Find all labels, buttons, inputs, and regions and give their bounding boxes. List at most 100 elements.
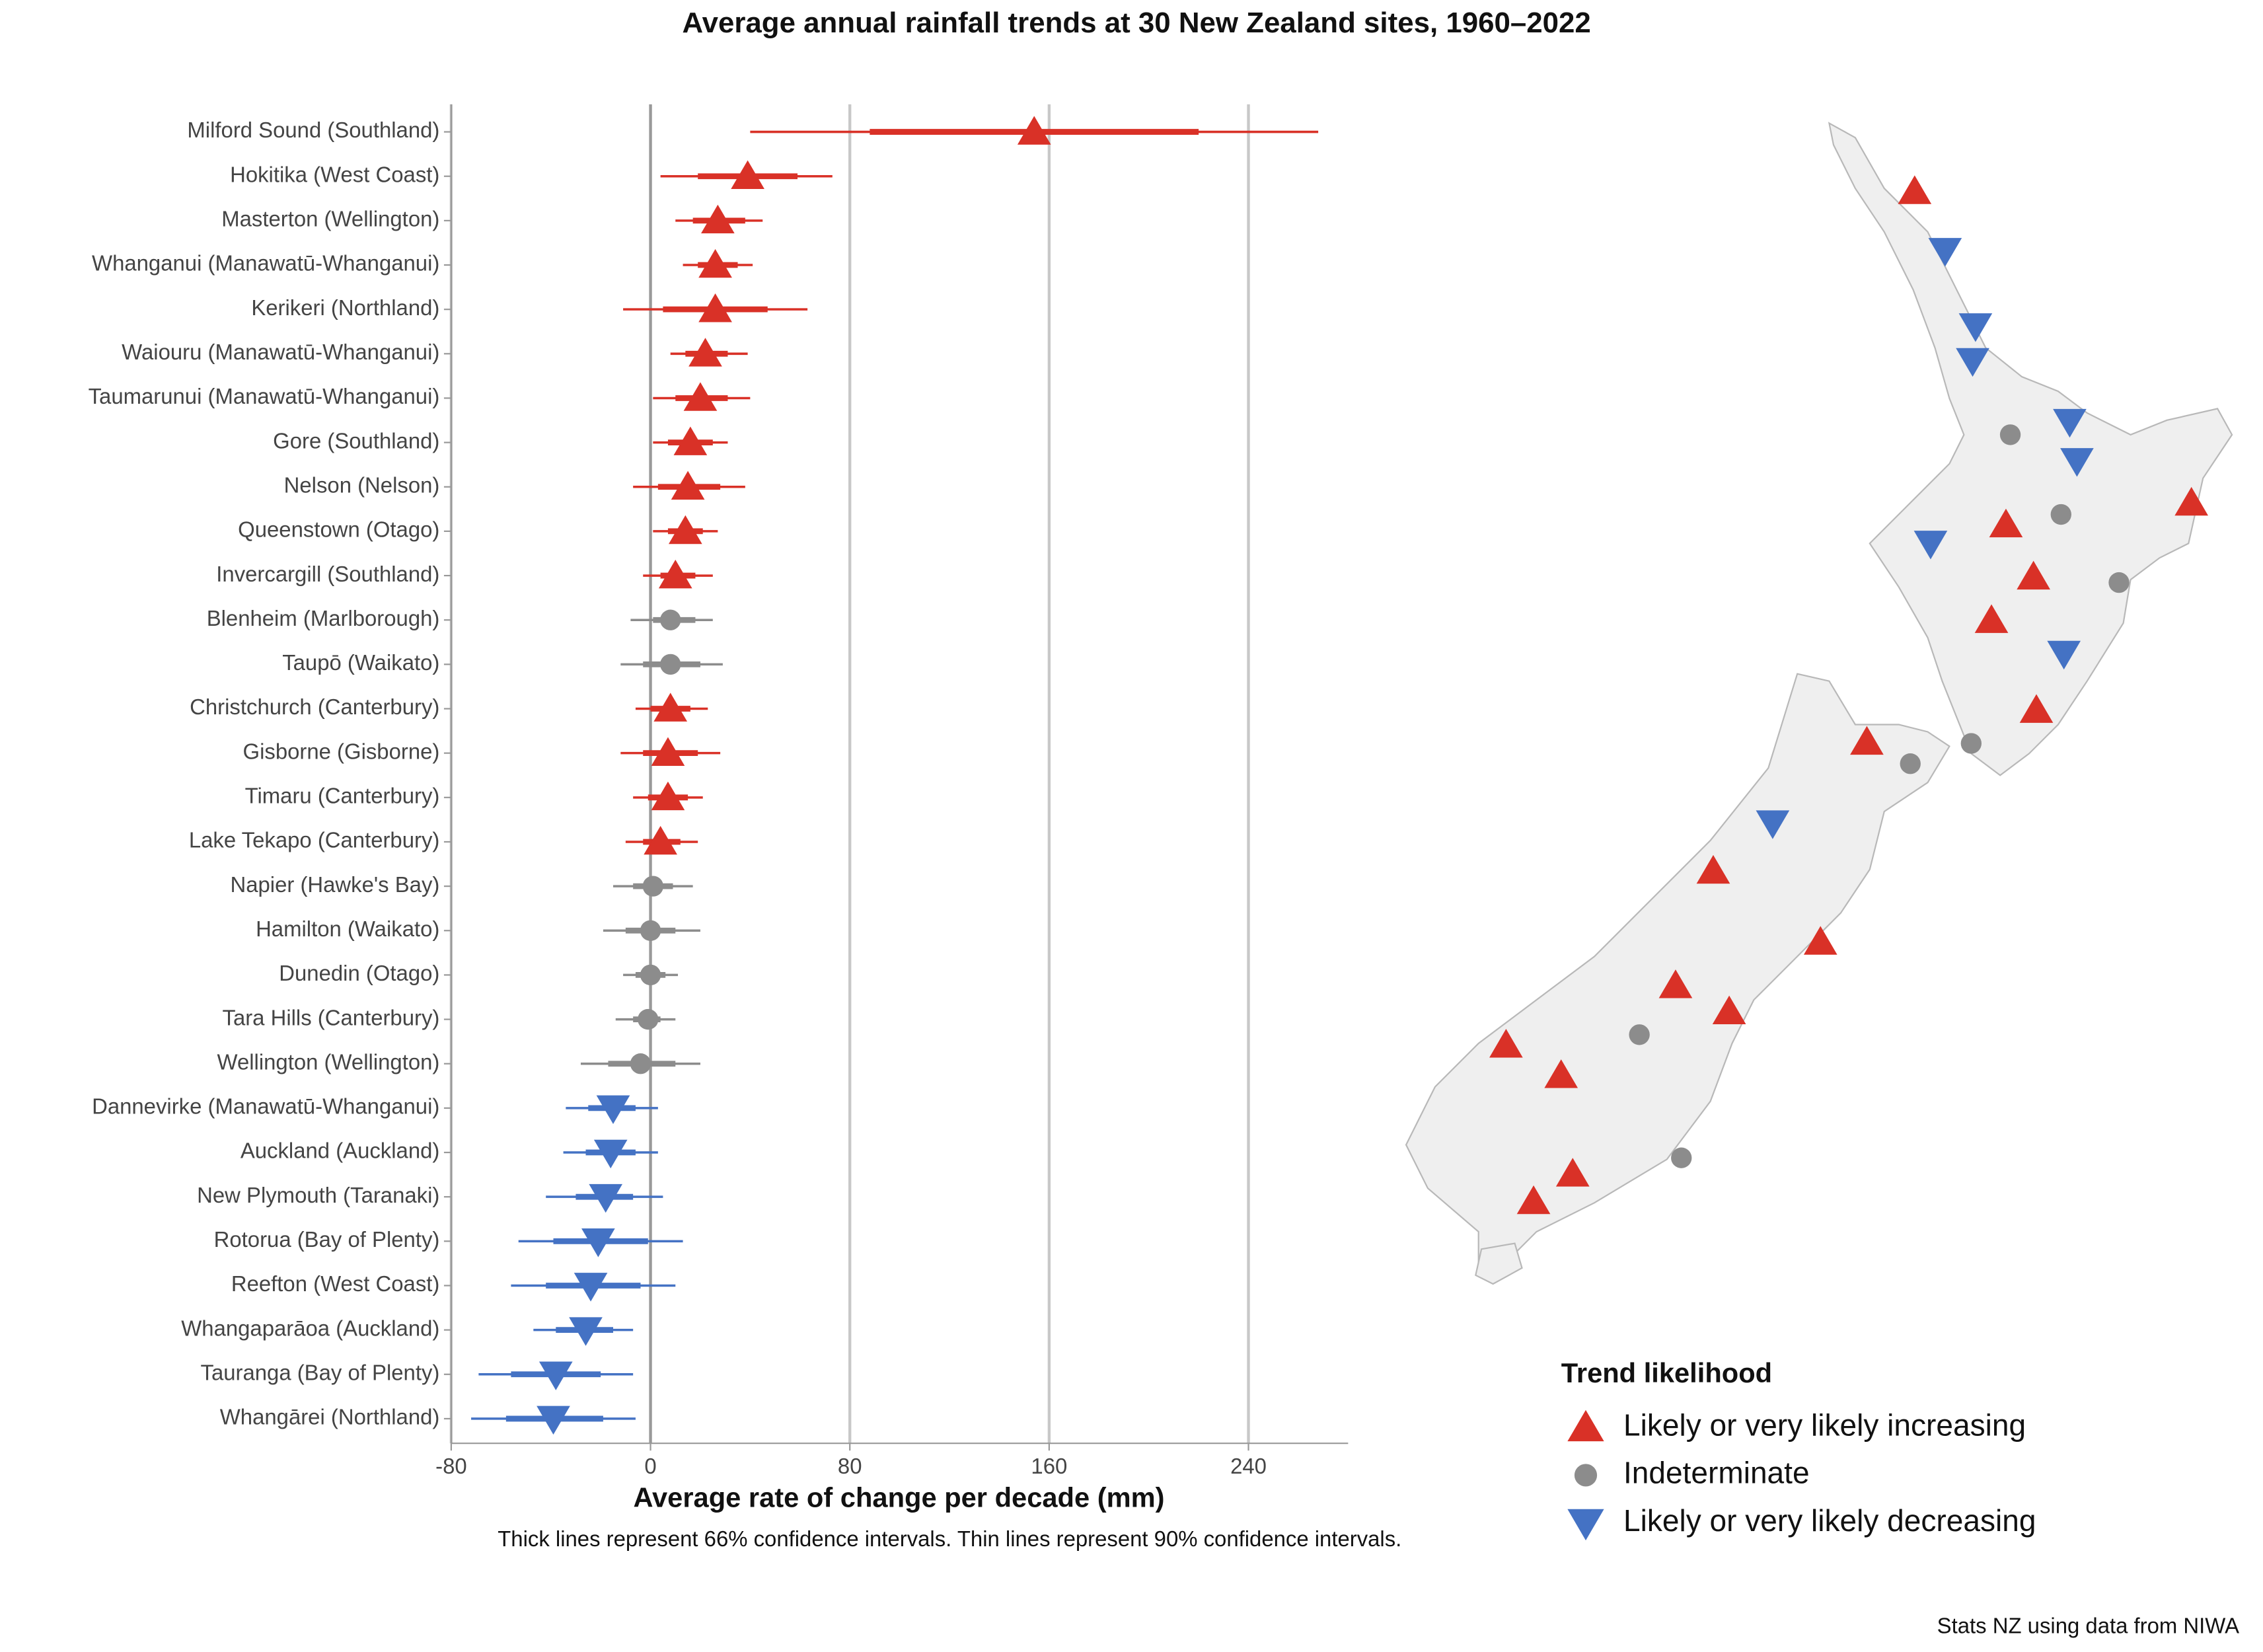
map-marker	[1900, 753, 1921, 774]
estimate-point	[688, 338, 722, 367]
map-marker	[1850, 726, 1884, 755]
estimate-point	[638, 1008, 659, 1030]
y-tick-label: Masterton (Wellington)	[221, 207, 439, 231]
estimate-point	[651, 737, 685, 766]
map-marker	[1898, 175, 1932, 204]
y-tick-label: Auckland (Auckland)	[241, 1139, 440, 1163]
map-marker	[1928, 238, 1962, 267]
north-island	[1828, 122, 2233, 776]
estimate-point	[569, 1317, 603, 1346]
estimate-point	[683, 382, 718, 411]
legend-marker	[1567, 1409, 1604, 1442]
y-tick-label: Napier (Hawke's Bay)	[230, 872, 439, 897]
legend-marker	[1574, 1464, 1598, 1487]
map-marker	[2053, 408, 2087, 438]
y-tick-label: Reefton (West Coast)	[231, 1271, 439, 1296]
estimate-point	[630, 1053, 651, 1074]
x-tick-label: 0	[644, 1454, 656, 1478]
y-tick-label: Queenstown (Otago)	[238, 517, 439, 542]
estimate-point	[589, 1183, 623, 1213]
map-marker	[2019, 694, 2054, 723]
y-tick-label: Christchurch (Canterbury)	[190, 695, 439, 719]
y-tick-label: Milford Sound (Southland)	[187, 118, 439, 142]
y-tick-label: Tara Hills (Canterbury)	[223, 1005, 440, 1030]
y-tick-label: Blenheim (Marlborough)	[207, 606, 440, 630]
x-tick-label: 160	[1031, 1454, 1067, 1478]
map-marker	[1913, 531, 1948, 560]
map-marker	[2174, 486, 2208, 516]
estimate-point	[660, 609, 681, 630]
y-tick-label: Dannevirke (Manawatū-Whanganui)	[92, 1094, 439, 1119]
map-marker	[1803, 926, 1837, 955]
y-tick-label: Invercargill (Southland)	[216, 562, 439, 586]
legend-label: Indeterminate	[1623, 1456, 1810, 1490]
source: Stats NZ using data from NIWA	[1937, 1613, 2239, 1637]
estimate-point	[537, 1406, 570, 1435]
y-tick-label: Gisborne (Gisborne)	[243, 739, 440, 763]
map-marker	[1658, 969, 1693, 998]
map-marker	[1671, 1147, 1692, 1168]
y-tick-label: New Plymouth (Taranaki)	[197, 1183, 439, 1207]
map-marker	[2108, 572, 2130, 593]
estimate-point	[574, 1273, 608, 1302]
estimate-point	[671, 470, 705, 500]
map-marker	[2047, 640, 2081, 670]
y-tick-label: Nelson (Nelson)	[284, 472, 440, 497]
estimate-point	[698, 248, 732, 278]
map-marker	[1989, 508, 2023, 538]
estimate-point	[640, 964, 661, 986]
estimate-point	[642, 876, 664, 897]
y-tick-label: Wellington (Wellington)	[217, 1049, 440, 1074]
map-marker	[1956, 348, 1989, 377]
legend-label: Likely or very likely increasing	[1623, 1408, 2026, 1442]
y-tick-label: Whanganui (Manawatū-Whanganui)	[92, 251, 439, 276]
map-marker	[1629, 1024, 1650, 1045]
map-marker	[1544, 1059, 1578, 1088]
map-marker	[1696, 854, 1730, 884]
estimate-point	[669, 515, 702, 544]
estimate-point	[701, 204, 735, 234]
estimate-point	[596, 1095, 630, 1124]
y-tick-label: Dunedin (Otago)	[279, 961, 439, 985]
estimate-point	[581, 1228, 615, 1258]
map-marker	[1489, 1029, 1523, 1058]
map-marker	[1555, 1158, 1590, 1187]
map-marker	[2050, 504, 2071, 525]
estimate-point	[658, 559, 692, 589]
map-marker	[1999, 424, 2021, 445]
y-tick-label: Tauranga (Bay of Plenty)	[201, 1360, 440, 1384]
estimate-point	[673, 426, 708, 455]
estimate-point	[1017, 116, 1051, 145]
y-tick-label: Whangārei (Northland)	[220, 1405, 440, 1429]
stewart-island	[1475, 1242, 1523, 1285]
x-tick-label: 80	[838, 1454, 862, 1478]
map	[1405, 122, 2233, 1285]
estimate-point	[640, 920, 661, 941]
map-marker	[1712, 995, 1746, 1024]
y-tick-label: Waiouru (Manawatū-Whanganui)	[122, 340, 439, 364]
legend-label: Likely or very likely decreasing	[1623, 1503, 2036, 1538]
map-marker	[1516, 1185, 1551, 1215]
estimate-point	[651, 781, 685, 811]
y-tick-label: Kerikeri (Northland)	[251, 295, 439, 320]
legend-marker	[1567, 1509, 1604, 1541]
y-tick-label: Taupō (Waikato)	[282, 650, 439, 675]
estimate-point	[644, 825, 677, 855]
estimate-point	[731, 160, 764, 190]
map-marker	[2060, 448, 2094, 477]
map-marker	[1958, 313, 1993, 342]
estimate-point	[593, 1139, 628, 1169]
y-tick-label: Gore (Southland)	[273, 428, 439, 453]
y-tick-label: Hokitika (West Coast)	[230, 162, 439, 186]
map-marker	[1756, 810, 1790, 839]
y-tick-label: Taumarunui (Manawatū-Whanganui)	[89, 384, 440, 408]
map-marker	[1960, 733, 1982, 754]
estimate-point	[660, 654, 681, 675]
note: Thick lines represent 66% confidence int…	[498, 1526, 1401, 1551]
y-tick-label: Lake Tekapo (Canterbury)	[189, 828, 440, 852]
y-tick-label: Rotorua (Bay of Plenty)	[214, 1227, 440, 1252]
y-tick-label: Timaru (Canterbury)	[245, 784, 440, 808]
x-axis-title: Average rate of change per decade (mm)	[633, 1482, 1164, 1513]
